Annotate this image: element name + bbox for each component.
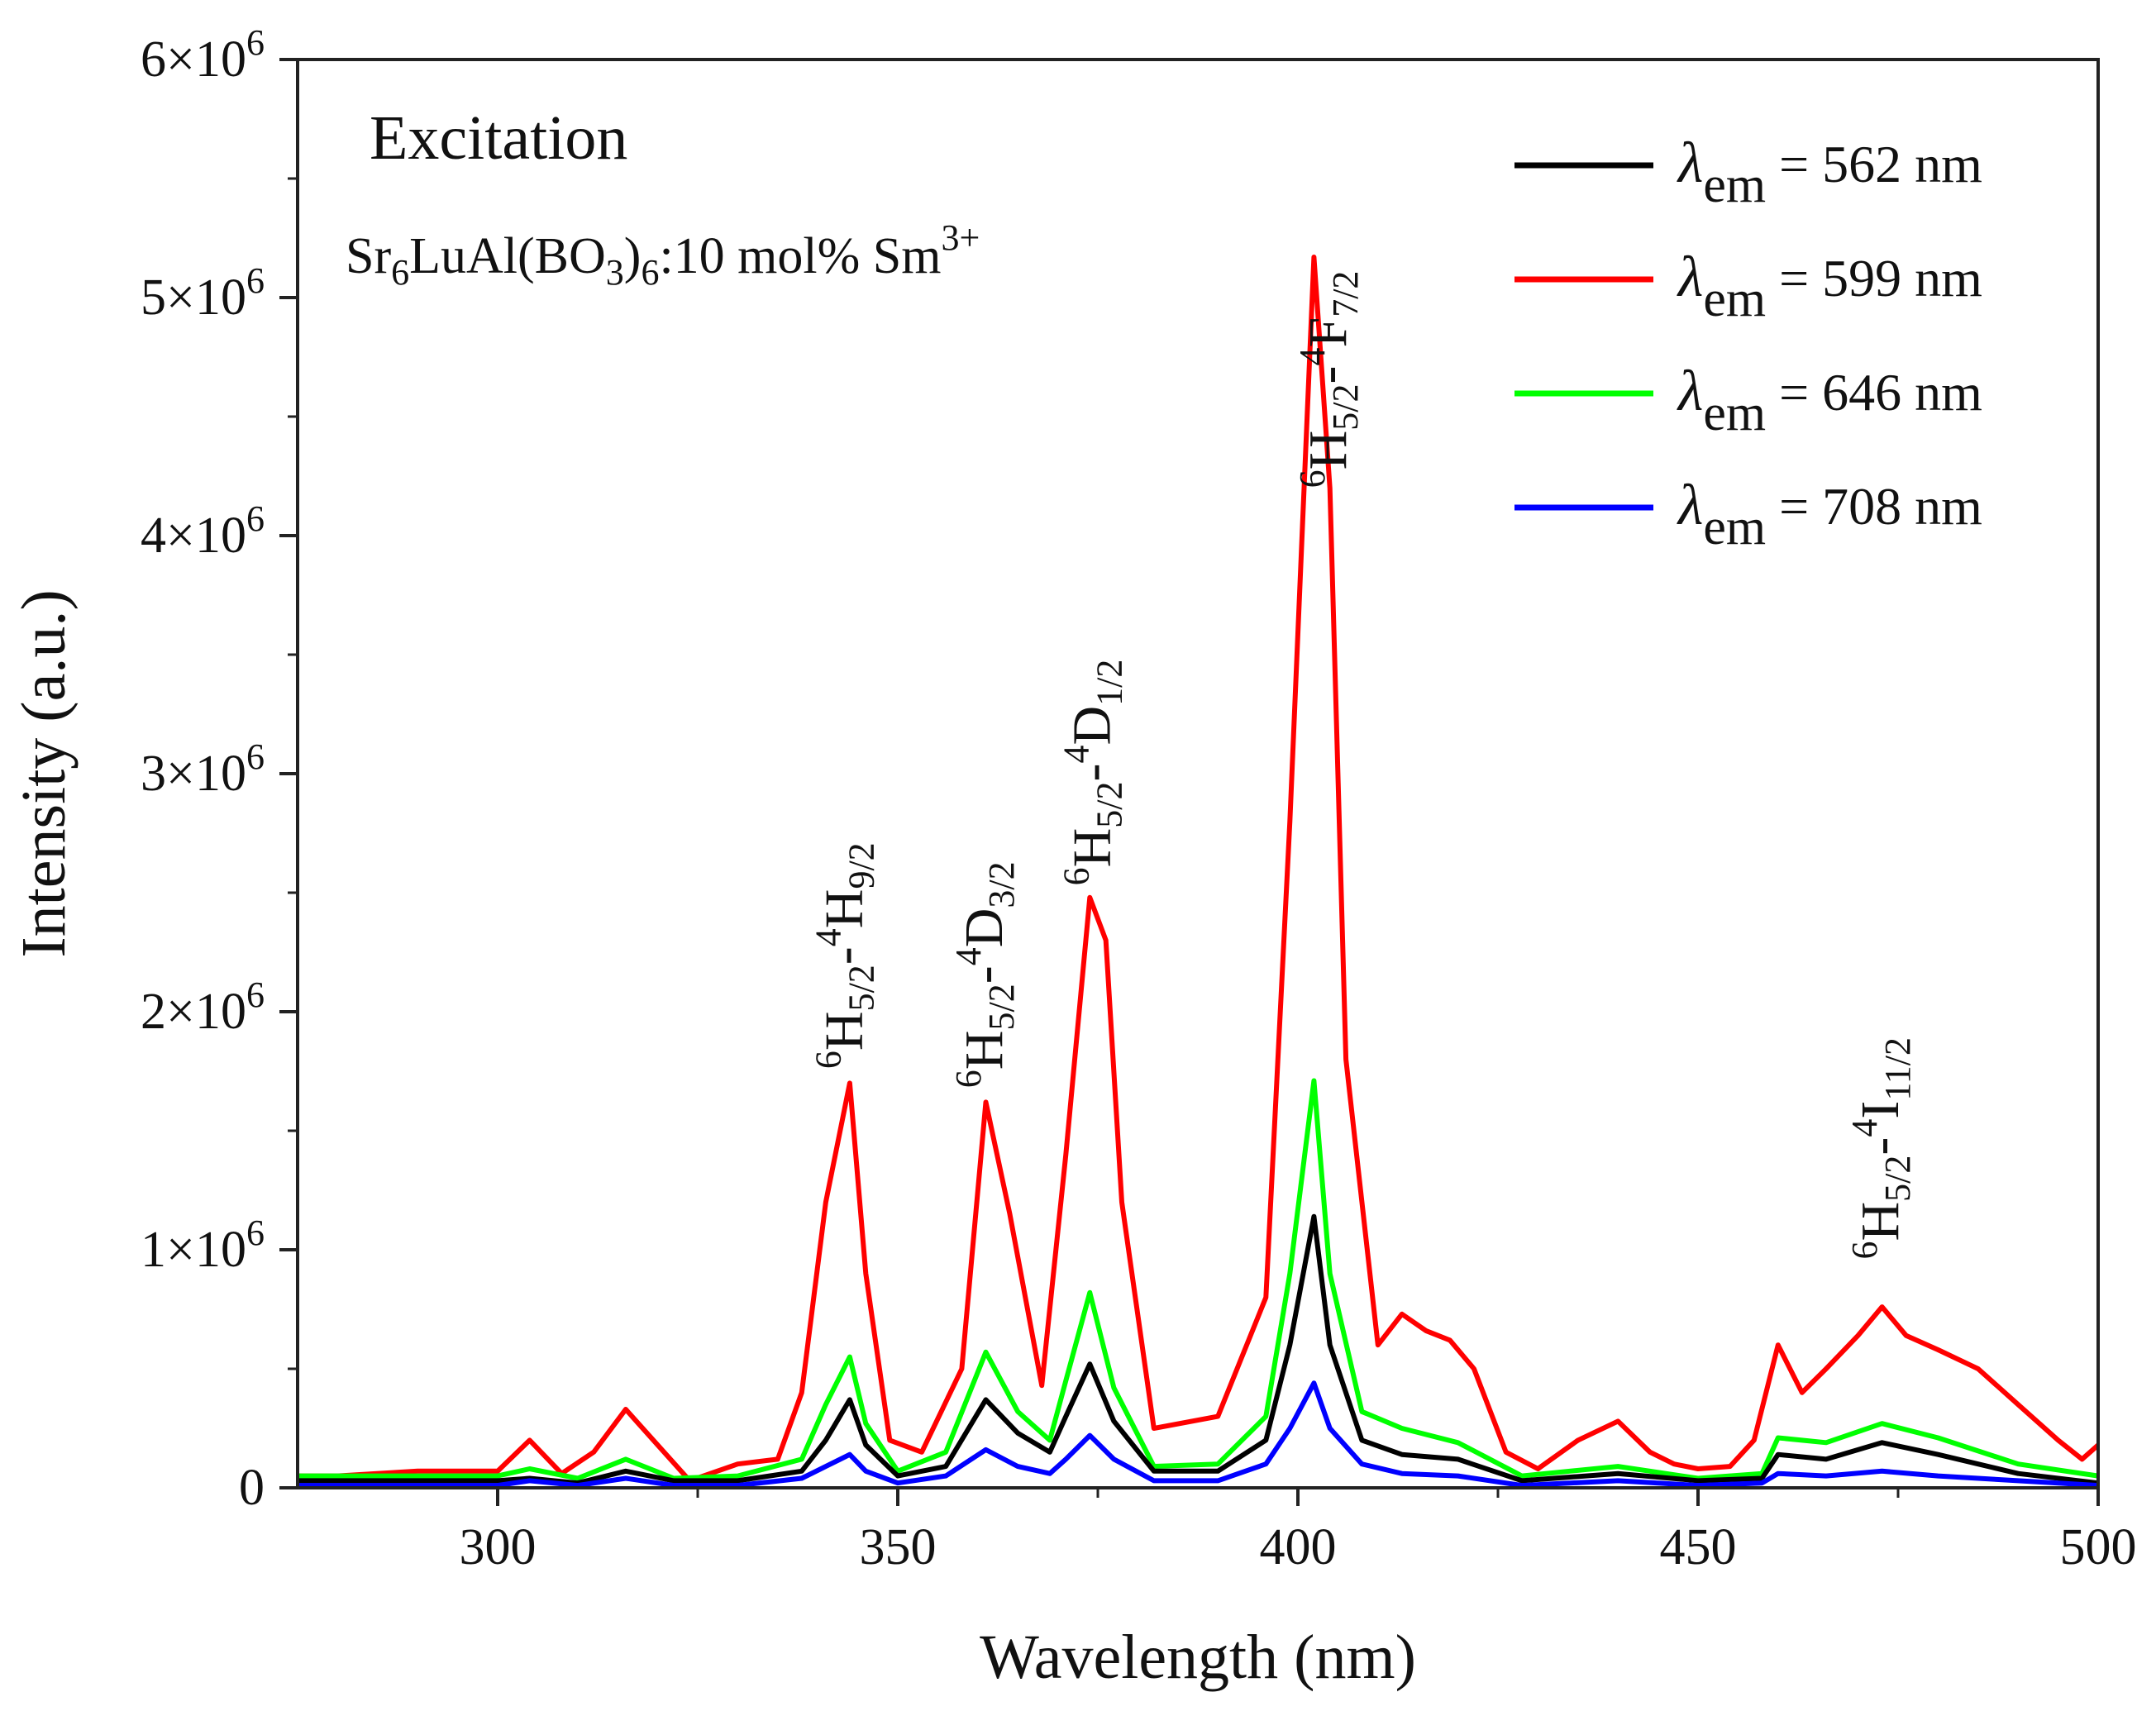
sample-composition: Sr6LuAl(BO3)6:10 mol% Sm3+ bbox=[346, 217, 980, 293]
transition-label: 6H5/2-4H9/2 bbox=[808, 842, 881, 1069]
legend-label: λem = 599 nm bbox=[1677, 245, 1982, 327]
x-tick-label: 350 bbox=[860, 1519, 937, 1575]
y-tick-label: 6×106 bbox=[141, 22, 265, 88]
y-tick-label: 0 bbox=[239, 1460, 265, 1516]
series-line-3 bbox=[298, 1380, 2099, 1489]
series-line-1 bbox=[298, 255, 2100, 1484]
transition-label: 6H5/2-4D1/2 bbox=[1057, 660, 1130, 886]
y-tick-label: 3×106 bbox=[141, 736, 265, 802]
series-line-2 bbox=[298, 1078, 2099, 1481]
y-tick-label: 2×106 bbox=[141, 975, 265, 1040]
x-axis-title: Wavelength (nm) bbox=[980, 1623, 1416, 1692]
x-tick-label: 450 bbox=[1660, 1519, 1737, 1575]
legend-label: λem = 562 nm bbox=[1677, 131, 1982, 213]
y-tick-label: 4×106 bbox=[141, 498, 265, 564]
transition-label: 6H5/2-4I11/2 bbox=[1844, 1037, 1918, 1259]
ticks-layer: 300 350 400 450 500 0 1×106 2×106 3×106 4×106 5×10… bbox=[141, 22, 2136, 1575]
panel-label: Excitation bbox=[370, 103, 627, 173]
x-tick-label: 400 bbox=[1260, 1519, 1337, 1575]
y-tick-label: 5×106 bbox=[141, 260, 265, 326]
legend: λem = 562 nm λem = 599 nm λem = 646 nm λem … bbox=[1514, 131, 1982, 555]
x-tick-label: 500 bbox=[2060, 1519, 2137, 1575]
legend-label: λem = 646 nm bbox=[1677, 360, 1982, 441]
y-tick-label: 1×106 bbox=[141, 1213, 265, 1278]
series-layer bbox=[298, 255, 2100, 1489]
transition-label: 6H5/2-4F7/2 bbox=[1292, 271, 1366, 489]
y-axis-title: Intensity (a.u.) bbox=[9, 589, 79, 957]
series-line-0 bbox=[298, 1213, 2099, 1486]
transition-annotations: 6H5/2-4H9/2 6H5/2-4D3/2 6H5/2-4D1/2 6H5/2-4… bbox=[808, 271, 1918, 1260]
legend-label: λem = 708 nm bbox=[1677, 474, 1982, 555]
transition-label: 6H5/2-4D3/2 bbox=[948, 861, 1022, 1088]
x-tick-label: 300 bbox=[460, 1519, 537, 1575]
